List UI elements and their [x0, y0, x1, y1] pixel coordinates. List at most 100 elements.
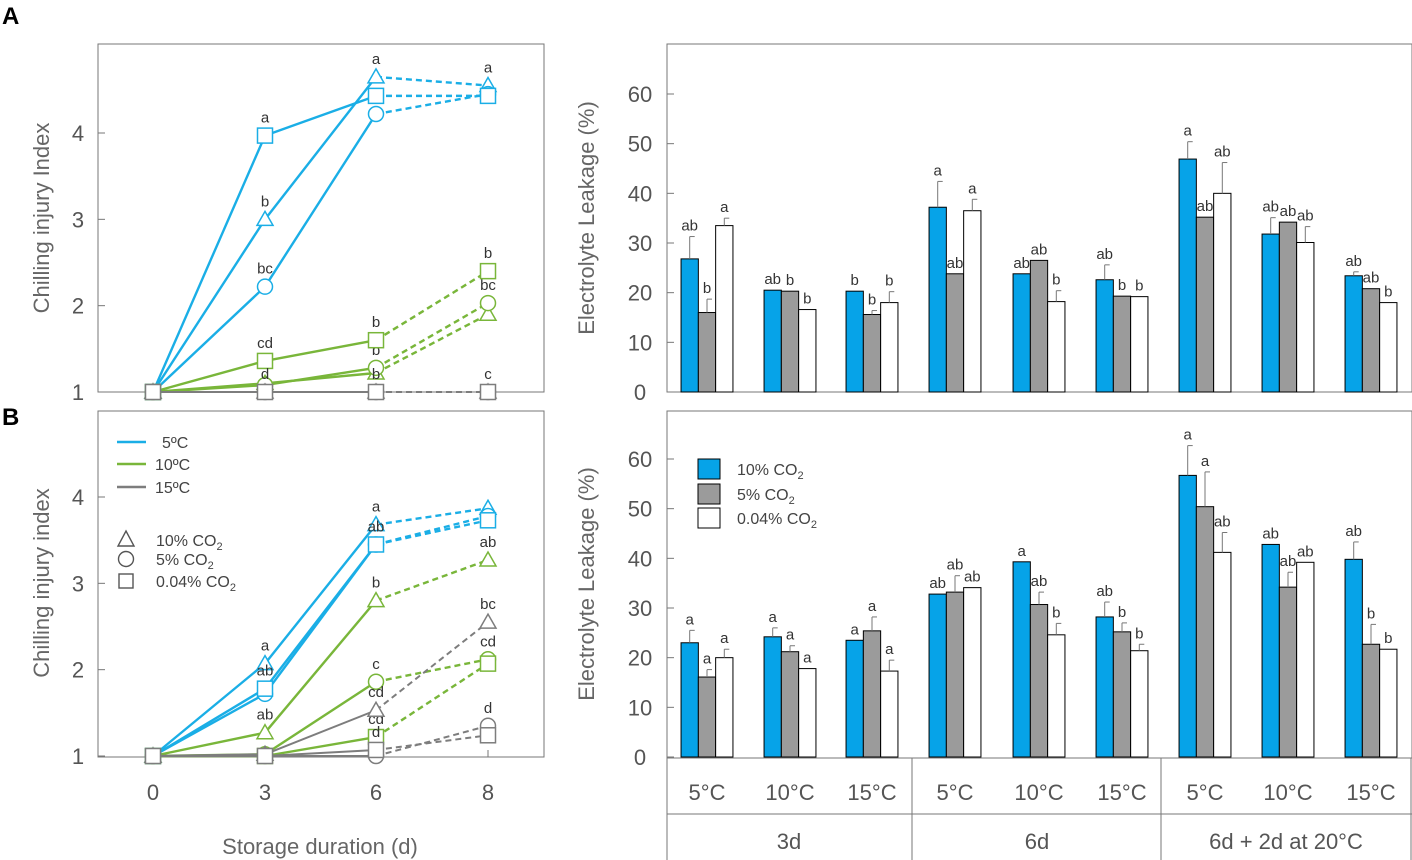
y-tick-label: 30	[628, 596, 652, 621]
significance-label: d	[372, 724, 380, 741]
legend-temp-10c: 10ºC	[155, 457, 190, 474]
data-point-triangle	[366, 700, 386, 717]
bar-co2-10	[928, 206, 947, 393]
group-label: 6d	[1025, 829, 1049, 854]
significance-label: a	[1018, 543, 1027, 560]
series-line-segment	[151, 218, 267, 393]
significance-label: a	[1201, 453, 1210, 470]
series-line-segment	[152, 285, 266, 393]
series-line-segment	[151, 135, 267, 393]
days-xlabel: Storage duration (d)	[222, 834, 418, 859]
series-line-segment	[375, 662, 489, 739]
significance-label: b	[484, 245, 492, 262]
data-point-triangle	[255, 723, 275, 740]
series-line-segment	[264, 339, 377, 363]
significance-label: b	[1118, 277, 1126, 294]
bar-co2-5	[1029, 259, 1049, 393]
data-point-square	[144, 383, 162, 401]
bar-co2-5	[780, 651, 800, 758]
series-line-segment	[264, 680, 377, 756]
series-line-segment	[375, 75, 489, 87]
bar-co2-004	[798, 309, 817, 393]
significance-label: a	[261, 638, 270, 655]
legend-bar-co2-5: 5% CO2	[737, 487, 795, 507]
y-tick-label: 0	[634, 745, 646, 770]
data-point-square	[256, 127, 274, 144]
bar-co2-5	[1361, 288, 1381, 393]
bar-co2-5	[697, 676, 717, 758]
significance-label: a	[261, 110, 270, 127]
series-line-segment	[264, 523, 377, 665]
significance-label: b	[372, 575, 380, 592]
y-tick-label: 10	[628, 330, 652, 355]
y-tick-label: 40	[628, 181, 652, 206]
bar-co2-10	[845, 639, 864, 758]
y-tick-label: 40	[628, 546, 652, 571]
significance-label: cd	[368, 684, 384, 701]
data-point-square	[256, 352, 274, 370]
significance-label: b	[1367, 605, 1375, 622]
series-line-segment	[152, 731, 266, 758]
triangle-icon	[116, 529, 136, 547]
bar-co2-004	[1130, 650, 1149, 758]
b-right-ylabel: Electrolyte Leakage (%)	[574, 467, 599, 701]
series-line-segment	[375, 507, 489, 526]
group-label: 3d	[777, 829, 801, 854]
significance-label: ab	[1345, 523, 1362, 540]
significance-label: c	[484, 366, 492, 383]
bar-co2-004	[1379, 302, 1398, 393]
bar-co2-004	[1296, 242, 1315, 393]
data-point-triangle	[366, 515, 386, 532]
bar-co2-10	[763, 636, 782, 758]
significance-label: d	[484, 700, 492, 717]
significance-label: a	[968, 180, 977, 197]
significance-label: b	[803, 291, 811, 308]
data-point-square	[479, 727, 497, 744]
temp-label: 5°C	[1187, 780, 1224, 805]
series-line-segment	[375, 621, 489, 712]
bar-co2-004	[798, 668, 817, 758]
data-point-triangle	[478, 550, 498, 567]
bar-co2-004	[1130, 296, 1149, 393]
significance-label: a	[372, 499, 381, 516]
legend-temp-15c: 15ºC	[155, 480, 190, 497]
data-point-square	[367, 741, 385, 759]
data-point-triangle	[478, 304, 498, 322]
legend-co2-004: 0.04% CO2	[156, 574, 236, 594]
series-line-segment	[264, 76, 377, 221]
significance-label: ab	[1262, 525, 1279, 542]
temp-legend: 5ºC 10ºC 15ºC	[117, 435, 190, 497]
bar-co2-004	[880, 670, 899, 758]
significance-label: ab	[964, 569, 981, 586]
bar-co2-10	[928, 593, 947, 758]
bar-co2-5	[945, 273, 965, 393]
panel-label-a: A	[2, 3, 19, 30]
significance-label: ab	[1214, 144, 1231, 161]
category-axis: 5°C 10°C 15°C 5°C 10°C 15°C 5°C 10°C 15°…	[666, 758, 1412, 860]
x-tick-label: 6	[370, 780, 382, 805]
significance-label: a	[484, 60, 493, 77]
significance-label: ab	[1297, 208, 1314, 225]
bar-co2-004	[1213, 192, 1232, 393]
plot-layer: 1234baabcaabbccdbbdbc12340368aaabababbab…	[72, 51, 1398, 805]
significance-label: b	[786, 272, 794, 289]
bar-co2-5	[945, 591, 965, 758]
significance-label: ab	[1280, 203, 1297, 220]
x-tick-label: 0	[147, 780, 159, 805]
series-line-segment	[264, 599, 377, 734]
significance-label: b	[1052, 272, 1060, 289]
data-point-square	[367, 383, 385, 401]
significance-label: a	[372, 51, 381, 68]
significance-label: ab	[764, 271, 781, 288]
y-tick-label: 50	[628, 497, 652, 522]
significance-label: ab	[1031, 573, 1048, 590]
series-line-segment	[375, 313, 489, 375]
significance-label: a	[786, 627, 795, 644]
legend-swatch-co2-5	[697, 483, 721, 505]
significance-label: a	[686, 611, 695, 628]
series-line-segment	[375, 734, 489, 751]
series-line-segment	[152, 383, 266, 394]
significance-label: ab	[1363, 270, 1380, 287]
panel-label-b: B	[2, 404, 19, 431]
bar-co2-10	[1178, 474, 1197, 758]
